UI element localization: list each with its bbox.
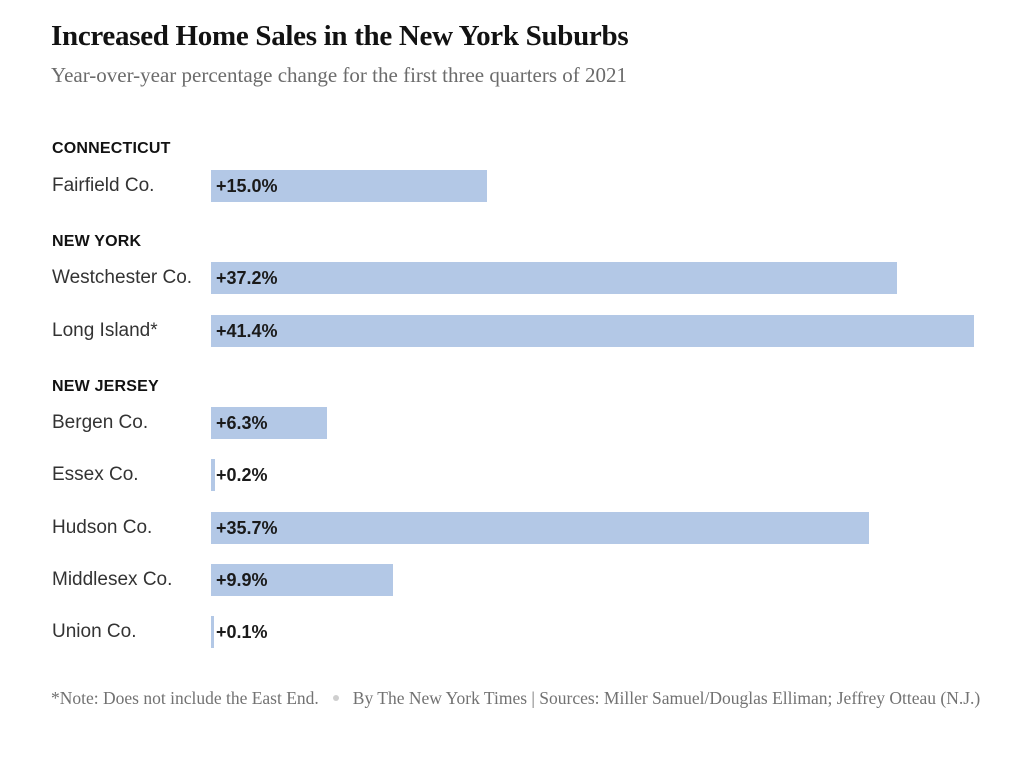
value-label-essex-co: +0.2% bbox=[216, 465, 268, 485]
category-label-westchester-co: Westchester Co. bbox=[52, 267, 193, 288]
value-label-bergen-co: +6.3% bbox=[216, 413, 268, 433]
chart-footer: *Note: Does not include the East End. By … bbox=[51, 684, 991, 712]
separator-dot-icon bbox=[332, 695, 339, 702]
value-label-long-island: +41.4% bbox=[216, 321, 278, 341]
bar-westchester-co bbox=[211, 262, 897, 294]
group-label-connecticut: CONNECTICUT bbox=[52, 140, 171, 157]
bar-essex-co bbox=[211, 459, 215, 491]
chart-subtitle: Year-over-year percentage change for the… bbox=[51, 63, 628, 87]
chart-title: Increased Home Sales in the New York Sub… bbox=[51, 20, 629, 52]
group-label-new-york: NEW YORK bbox=[52, 233, 142, 250]
bar-middlesex-co bbox=[211, 564, 394, 596]
bar-long-island bbox=[211, 315, 974, 347]
category-label-middlesex-co: Middlesex Co. bbox=[52, 569, 173, 590]
bar-union-co bbox=[211, 616, 214, 648]
value-label-westchester-co: +37.2% bbox=[216, 268, 278, 288]
category-label-essex-co: Essex Co. bbox=[52, 464, 139, 485]
bar-fairfield-co bbox=[211, 170, 488, 202]
category-label-fairfield-co: Fairfield Co. bbox=[52, 175, 155, 196]
value-label-hudson-co: +35.7% bbox=[216, 518, 278, 538]
value-label-fairfield-co: +15.0% bbox=[216, 176, 278, 196]
bar-hudson-co bbox=[211, 512, 869, 544]
category-label-union-co: Union Co. bbox=[52, 621, 137, 642]
footnote: *Note: Does not include the East End. bbox=[51, 688, 319, 708]
category-label-bergen-co: Bergen Co. bbox=[52, 412, 149, 433]
category-label-long-island: Long Island* bbox=[52, 320, 158, 341]
group-label-new-jersey: NEW JERSEY bbox=[52, 378, 159, 395]
source-credit: By The New York Times | Sources: Miller … bbox=[352, 688, 981, 708]
category-label-hudson-co: Hudson Co. bbox=[52, 517, 153, 538]
value-label-middlesex-co: +9.9% bbox=[216, 570, 268, 590]
bar-bergen-co bbox=[211, 407, 328, 439]
value-label-union-co: +0.1% bbox=[216, 622, 268, 642]
